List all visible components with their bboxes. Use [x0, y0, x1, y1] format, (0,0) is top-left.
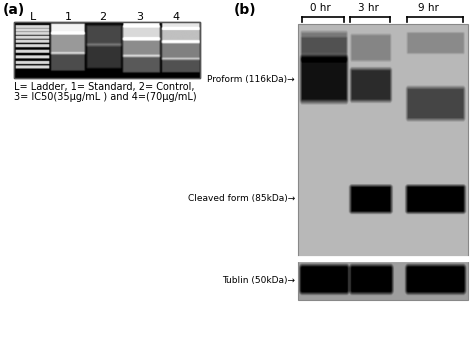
Bar	[14, 22, 200, 78]
Text: 0 hr: 0 hr	[310, 3, 330, 13]
Text: Proform (116kDa)→: Proform (116kDa)→	[207, 75, 295, 84]
Bar	[298, 24, 468, 257]
Text: (b): (b)	[234, 3, 256, 17]
Text: 3= IC50(35μg/mL ) and 4=(70μg/mL): 3= IC50(35μg/mL ) and 4=(70μg/mL)	[14, 92, 197, 102]
Text: 9 hr: 9 hr	[418, 3, 438, 13]
Text: 3 hr: 3 hr	[357, 3, 378, 13]
Text: Tublin (50kDa)→: Tublin (50kDa)→	[222, 276, 295, 284]
Text: L= Ladder, 1= Standard, 2= Control,: L= Ladder, 1= Standard, 2= Control,	[14, 82, 194, 92]
Text: 2: 2	[100, 12, 107, 22]
Text: Cleaved form (85kDa)→: Cleaved form (85kDa)→	[188, 194, 295, 203]
Text: 4: 4	[173, 12, 180, 22]
Text: L: L	[30, 12, 36, 22]
Text: (a): (a)	[3, 3, 25, 17]
Bar	[14, 22, 200, 78]
Text: 1: 1	[64, 12, 72, 22]
Text: 3: 3	[137, 12, 144, 22]
Bar	[298, 260, 468, 300]
